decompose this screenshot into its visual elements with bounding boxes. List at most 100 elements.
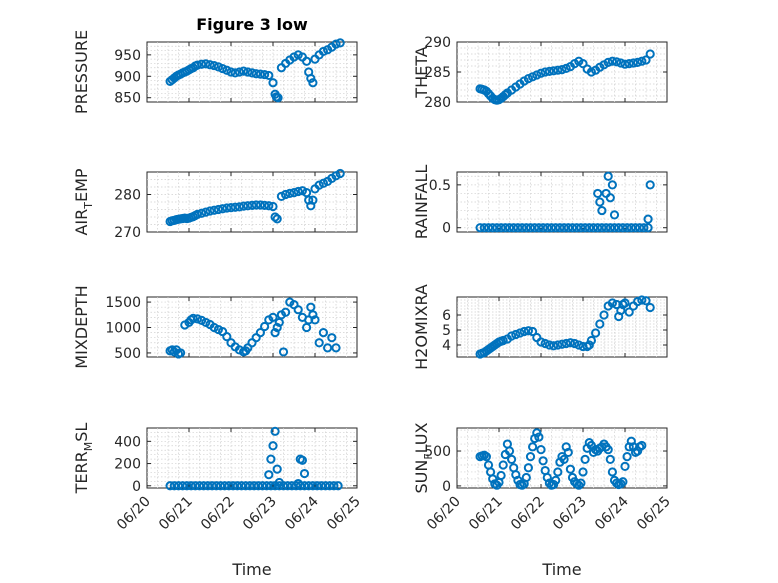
data-point: [624, 307, 634, 317]
data-point: [281, 189, 291, 200]
data-point: [245, 481, 255, 491]
data-point: [620, 298, 630, 308]
data-point: [580, 454, 590, 464]
data-point: [314, 338, 324, 348]
data-point: [308, 195, 318, 205]
data-point: [205, 206, 215, 216]
data-point: [201, 207, 211, 217]
data-point: [247, 200, 257, 210]
data-point: [591, 328, 601, 338]
data-point: [643, 223, 653, 233]
data-point: [308, 481, 318, 491]
data-point: [192, 209, 202, 219]
data-point: [241, 481, 251, 491]
data-point: [308, 310, 318, 320]
data-point: [603, 57, 613, 68]
data-point: [536, 337, 546, 347]
data-point: [197, 59, 207, 69]
y-tick-label: 6: [442, 308, 451, 324]
ylabel: H2OMIXRA: [412, 284, 431, 370]
data-point: [523, 463, 534, 473]
ylabel-part: AIR: [72, 209, 91, 236]
data-point: [536, 68, 546, 78]
data-point: [523, 326, 534, 336]
data-point: [544, 340, 555, 350]
y-tick-label: 850: [114, 91, 141, 107]
data-point: [182, 481, 192, 491]
data-point: [176, 348, 186, 358]
data-point: [310, 315, 320, 325]
data-point: [236, 481, 247, 491]
data-point: [540, 338, 550, 349]
x-tick-label: 06/21: [466, 494, 506, 534]
data-point: [624, 59, 634, 69]
data-point: [262, 481, 272, 491]
data-point: [570, 338, 580, 349]
data-point: [243, 201, 253, 211]
data-point: [268, 312, 278, 322]
data-point: [213, 204, 223, 215]
data-point: [203, 481, 213, 491]
data-point: [251, 69, 261, 79]
data-point: [500, 223, 510, 233]
data-point: [521, 223, 531, 233]
x-tick-label: 06/21: [156, 494, 196, 534]
data-point: [525, 223, 536, 233]
data-point: [549, 66, 559, 76]
data-point: [222, 65, 232, 75]
x-tick-label: 06/20: [114, 494, 154, 534]
data-point: [192, 60, 202, 70]
data-point: [628, 58, 639, 68]
data-point: [607, 180, 618, 190]
data-point: [544, 66, 555, 77]
x-tick-label: 06/24: [282, 493, 322, 533]
y-tick-label: 900: [114, 69, 141, 85]
data-point: [641, 55, 651, 65]
data-point: [226, 67, 236, 77]
y-tick-label: 500: [424, 444, 451, 460]
data-point: [553, 467, 563, 477]
data-point: [607, 298, 618, 308]
data-point: [519, 326, 529, 337]
subplot-mixdepth: 500 1000 1500 MIXDEPTH: [72, 285, 358, 369]
ylabel: PRESSURE: [72, 30, 91, 114]
data-point: [530, 223, 540, 233]
x-tick-label: 06/23: [550, 494, 590, 534]
data-point: [614, 223, 624, 233]
data-point: [318, 46, 328, 57]
data-point: [576, 223, 586, 233]
data-point: [186, 481, 196, 491]
data-point: [553, 65, 563, 75]
data-point: [572, 223, 582, 233]
data-point: [595, 319, 605, 329]
y-tick-label: 0: [132, 479, 141, 495]
data-point: [274, 477, 284, 488]
data-point: [297, 455, 307, 465]
ylabel-part: EMP: [72, 168, 91, 202]
ylabel: TERRMSL: [72, 423, 95, 495]
x-tick-label: 06/24: [592, 493, 632, 533]
data-point: [603, 171, 613, 181]
data-point: [224, 481, 234, 491]
data-point: [302, 56, 312, 66]
data-point: [567, 223, 578, 233]
data-point: [593, 188, 603, 199]
data-point: [222, 203, 232, 213]
data-point: [635, 223, 645, 233]
ylabel: AIRTEMP: [72, 168, 95, 235]
data-point: [504, 223, 515, 233]
y-tick-label: 280: [114, 188, 141, 204]
data-point: [209, 205, 219, 215]
data-point: [268, 441, 278, 451]
y-tick-label: 1000: [105, 321, 141, 337]
data-point: [557, 339, 567, 349]
data-point: [616, 58, 626, 68]
data-point: [255, 69, 265, 79]
data-point: [270, 212, 280, 222]
data-point: [555, 223, 565, 233]
data-point: [498, 460, 508, 470]
data-point: [299, 468, 310, 479]
data-point: [580, 223, 590, 233]
